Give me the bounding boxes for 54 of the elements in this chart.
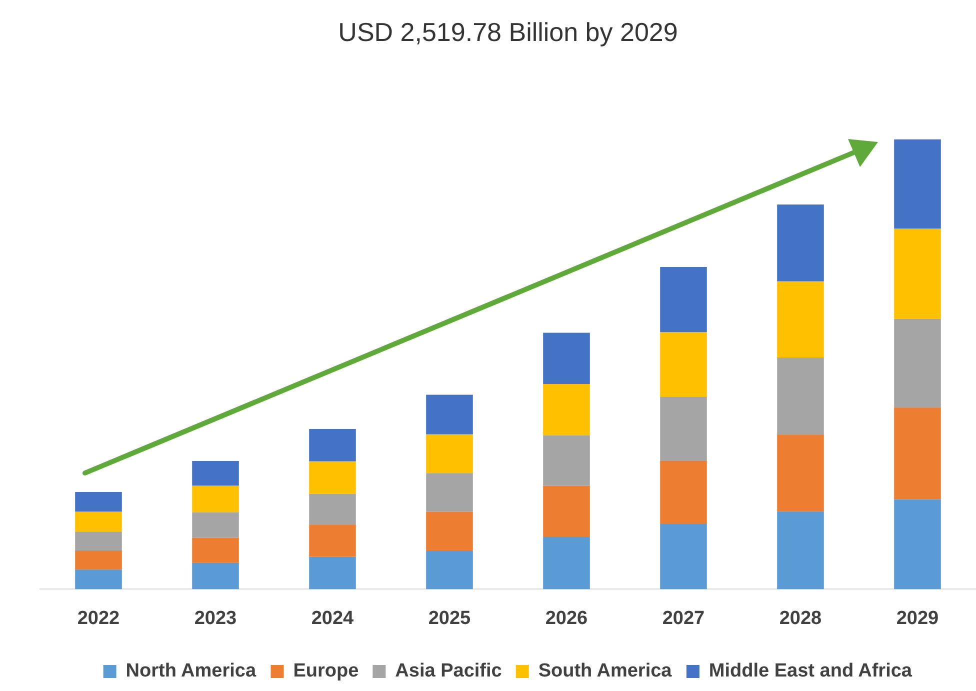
x-tick-label: 2029: [896, 608, 939, 629]
bar: [894, 499, 941, 590]
bar: [426, 512, 473, 550]
bar: [543, 332, 590, 384]
bar: [660, 332, 707, 397]
bar: [192, 486, 239, 512]
bar: [777, 511, 824, 590]
bar: [426, 394, 473, 434]
bar: [192, 512, 239, 538]
x-tick-label: 2027: [662, 608, 705, 629]
bar: [309, 429, 356, 462]
x-tick-label: 2028: [779, 608, 822, 629]
bar: [309, 524, 356, 557]
bar: [894, 407, 941, 500]
bar: [192, 538, 239, 563]
bar: [426, 434, 473, 474]
x-tick-label: 2025: [428, 608, 472, 629]
legend-label: South America: [538, 660, 672, 682]
bar: [192, 460, 239, 486]
bar: [543, 537, 590, 590]
bar: [543, 384, 590, 436]
x-tick-label: 2024: [311, 608, 354, 629]
bar: [660, 396, 707, 461]
legend-label: Europe: [293, 660, 359, 682]
bar: [894, 228, 941, 319]
x-tick-label: 2022: [77, 608, 120, 629]
bar: [894, 318, 941, 408]
x-tick-label: 2026: [545, 608, 588, 629]
bar: [426, 550, 473, 590]
bar: [777, 204, 824, 282]
bar: [660, 267, 707, 332]
bar: [660, 460, 707, 524]
bar: [777, 357, 824, 434]
bar: [75, 492, 122, 512]
bar: [75, 512, 122, 532]
bar: [75, 550, 122, 570]
bar: [426, 473, 473, 512]
legend-label: Middle East and Africa: [708, 660, 912, 682]
legend-label: North America: [126, 660, 256, 682]
bar: [777, 281, 824, 358]
bar: [894, 139, 941, 229]
bar: [660, 524, 707, 590]
bar: [543, 435, 590, 486]
x-tick-label: 2023: [194, 608, 237, 629]
bar: [777, 434, 824, 512]
bar: [192, 562, 239, 590]
chart-title: USD 2,519.78 Billion by 2029: [338, 16, 678, 47]
bar: [309, 461, 356, 494]
bar: [309, 556, 356, 590]
bar: [543, 486, 590, 537]
bar: [309, 494, 356, 524]
bar: [75, 532, 122, 550]
bar: [75, 569, 122, 590]
legend-label: Asia Pacific: [395, 660, 502, 682]
